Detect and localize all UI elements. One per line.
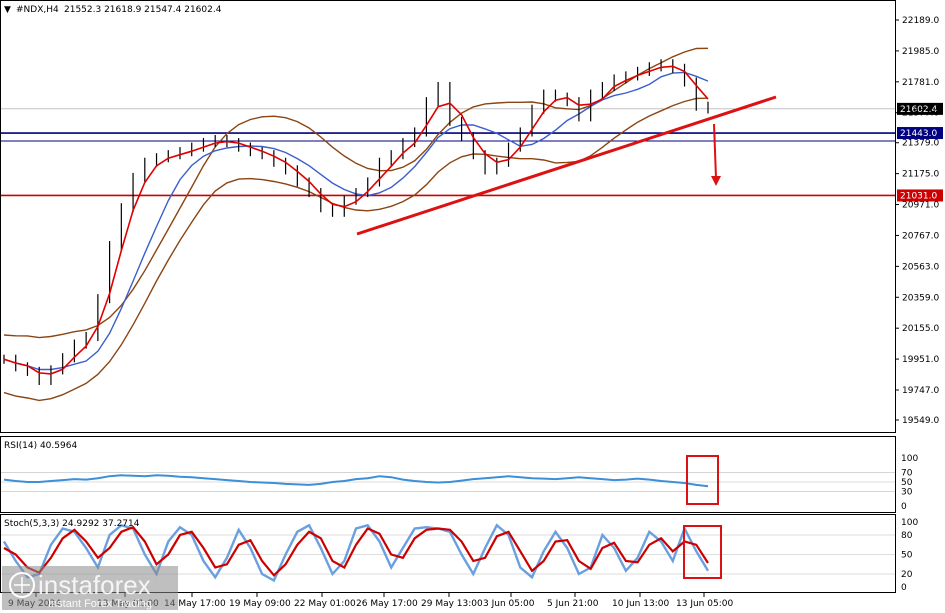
price-tick-label: 21175.0 <box>902 170 939 180</box>
time-tick-label: 5 Jun 21:00 <box>547 599 599 609</box>
price-tick-label: 20155.0 <box>902 324 939 334</box>
instaforex-logo: instaforex Instant Forex Trading <box>2 566 178 610</box>
level-tag-label: 21031.0 <box>900 191 937 201</box>
price-axis: 21602.4 21443.0 21031.0 22189.0 21985.0 21781… <box>895 16 943 426</box>
symbol-label: #NDX,H4 <box>16 5 59 15</box>
time-tick-label: 19 May 09:00 <box>229 599 291 609</box>
time-tick-label: 26 May 17:00 <box>356 599 418 609</box>
time-tick-label: 3 Jun 05:00 <box>483 599 535 609</box>
level-tag-label: 21602.4 <box>900 105 937 115</box>
stoch-label: Stoch(5,3,3) 24.9292 37.2714 <box>4 519 140 529</box>
stoch-tick-label: 100 <box>901 518 918 528</box>
level-tag <box>897 127 943 140</box>
rsi-tick-label: 100 <box>901 454 918 464</box>
ohlc-readout: 21552.3 21618.9 21547.4 21602.4 <box>64 5 222 15</box>
time-tick-label: 10 Jun 13:00 <box>612 599 669 609</box>
rsi-line <box>3 474 709 488</box>
watermark-brand: instaforex <box>38 570 151 600</box>
watermark-tagline: Instant Forex Trading <box>48 598 152 610</box>
price-tick-label: 19951.0 <box>902 355 939 365</box>
time-tick-label: 13 Jun 05:00 <box>676 599 733 609</box>
stoch-signal-line <box>3 525 709 577</box>
logo-icon <box>9 572 35 598</box>
stoch-tick-label: 0 <box>901 583 907 593</box>
price-tick-label: 19747.0 <box>902 386 939 396</box>
price-tick-label: 19549.0 <box>902 416 939 426</box>
rsi-tick-label: 30 <box>901 488 913 498</box>
down-arrow-shaft <box>713 123 717 179</box>
time-tick-label: 29 May 13:00 <box>421 599 483 609</box>
ma-red <box>3 65 709 375</box>
stoch-tick-label: 50 <box>901 551 913 561</box>
price-tick-label: 21577.0 <box>902 109 939 119</box>
rsi-label: RSI(14) 40.5964 <box>4 441 77 451</box>
price-tick-label: 22189.0 <box>902 16 939 26</box>
rsi-tick-label: 0 <box>901 502 907 512</box>
level-tag <box>897 102 943 115</box>
price-panel <box>0 0 896 433</box>
price-tick-label: 20971.0 <box>902 201 939 211</box>
price-tick-label: 20359.0 <box>902 293 939 303</box>
price-tick-label: 20563.0 <box>902 262 939 272</box>
price-tick-label: 21781.0 <box>902 78 939 88</box>
time-tick-label: 22 May 01:00 <box>294 599 356 609</box>
rsi-highlight-box <box>686 455 719 505</box>
level-tag <box>897 189 943 202</box>
down-arrow-icon <box>711 176 721 186</box>
stoch-tick-label: 80 <box>901 531 913 541</box>
price-tick-label: 21985.0 <box>902 47 939 57</box>
rsi-tick-label: 50 <box>901 478 913 488</box>
price-tick-label: 20767.0 <box>902 231 939 241</box>
stoch-highlight-box <box>683 525 722 579</box>
price-tick-label: 21379.0 <box>902 139 939 149</box>
stoch-plot: 100 80 50 20 0 <box>1 518 918 593</box>
rsi-panel <box>0 436 896 513</box>
price-plot <box>1 47 895 402</box>
ascending-trendline <box>356 95 777 236</box>
time-tick-label: 14 May 17:00 <box>164 599 226 609</box>
stoch-tick-label: 20 <box>901 570 913 580</box>
collapse-triangle-icon[interactable]: ▼ <box>4 5 11 15</box>
level-tag-label: 21443.0 <box>900 129 937 139</box>
bollinger-lower <box>3 97 709 402</box>
rsi-tick-label: 70 <box>901 468 913 478</box>
